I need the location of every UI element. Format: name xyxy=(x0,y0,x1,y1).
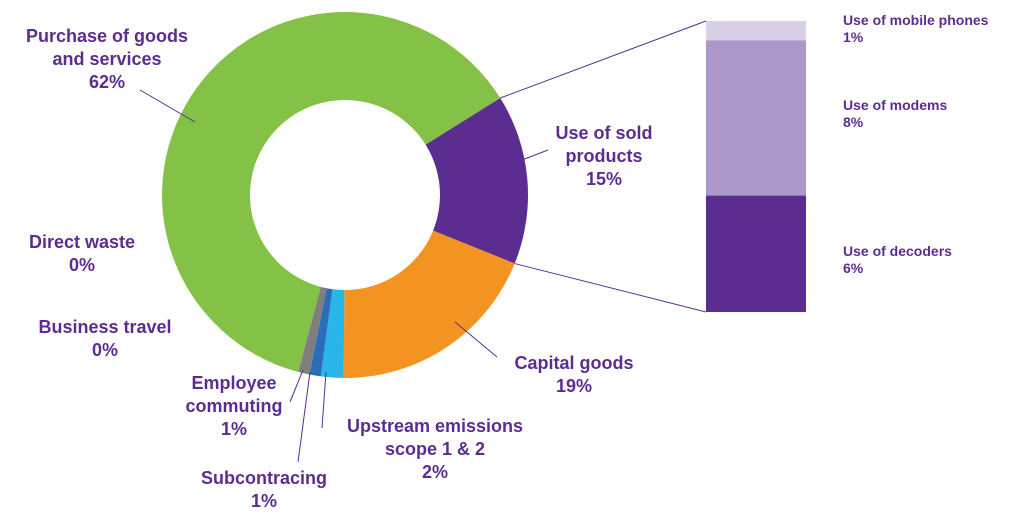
slice-value: 15% xyxy=(585,169,623,189)
slice-value: 62% xyxy=(88,72,126,92)
donut-slice xyxy=(309,288,333,377)
slice-label: Use of sold products 15% xyxy=(539,122,669,191)
slice-label: Capital goods 19% xyxy=(474,352,674,398)
leader-line xyxy=(139,89,196,123)
slice-label: Purchase of goods and services 62% xyxy=(10,25,205,94)
bar-label: Use of mobile phones 1% xyxy=(843,12,988,46)
connector-line xyxy=(514,263,707,313)
slice-name: Capital goods xyxy=(514,353,634,373)
slice-label: Direct waste 0% xyxy=(0,231,182,277)
leader-line xyxy=(289,369,304,403)
donut-slice xyxy=(298,286,327,375)
slice-name: Subcontracing xyxy=(200,468,327,488)
slice-value: 1% xyxy=(220,419,247,439)
bar-value: 8% xyxy=(843,114,864,130)
donut-slice xyxy=(343,230,515,378)
slice-name: Employee commuting xyxy=(185,373,283,416)
bar-name: Use of modems xyxy=(843,97,948,113)
slice-name: Use of sold products xyxy=(555,123,653,166)
bar-name: Use of mobile phones xyxy=(843,12,989,28)
leader-line xyxy=(297,371,311,463)
slice-name: Business travel xyxy=(38,317,172,337)
slice-value: 19% xyxy=(555,376,593,396)
donut-slice xyxy=(320,289,345,378)
bar-name: Use of decoders xyxy=(843,243,952,259)
donut-slice xyxy=(162,11,501,372)
leader-line xyxy=(454,321,498,358)
slice-value: 0% xyxy=(68,255,95,275)
bar-segment xyxy=(706,195,806,312)
slice-label: Employee commuting 1% xyxy=(169,372,299,441)
slice-label: Subcontracing 1% xyxy=(164,467,364,513)
bar-label: Use of decoders 6% xyxy=(843,243,952,277)
donut-slice xyxy=(425,98,529,264)
bar-segment xyxy=(706,40,806,196)
slice-name: Direct waste xyxy=(28,232,136,252)
bar-value: 6% xyxy=(843,260,864,276)
bar-label: Use of modems 8% xyxy=(843,97,947,131)
bar-value: 1% xyxy=(843,29,864,45)
leader-line xyxy=(521,149,549,161)
leader-line xyxy=(321,371,327,429)
slice-name: Purchase of goods and services xyxy=(25,26,189,69)
slice-value: 1% xyxy=(250,491,277,511)
slice-value: 2% xyxy=(421,462,448,482)
connector-line xyxy=(500,20,707,99)
slice-name: Upstream emissions scope 1 & 2 xyxy=(346,416,524,459)
bar-segment xyxy=(706,21,806,41)
slice-value: 0% xyxy=(91,340,118,360)
slice-label: Business travel 0% xyxy=(0,316,215,362)
slice-label: Upstream emissions scope 1 & 2 2% xyxy=(320,415,550,484)
